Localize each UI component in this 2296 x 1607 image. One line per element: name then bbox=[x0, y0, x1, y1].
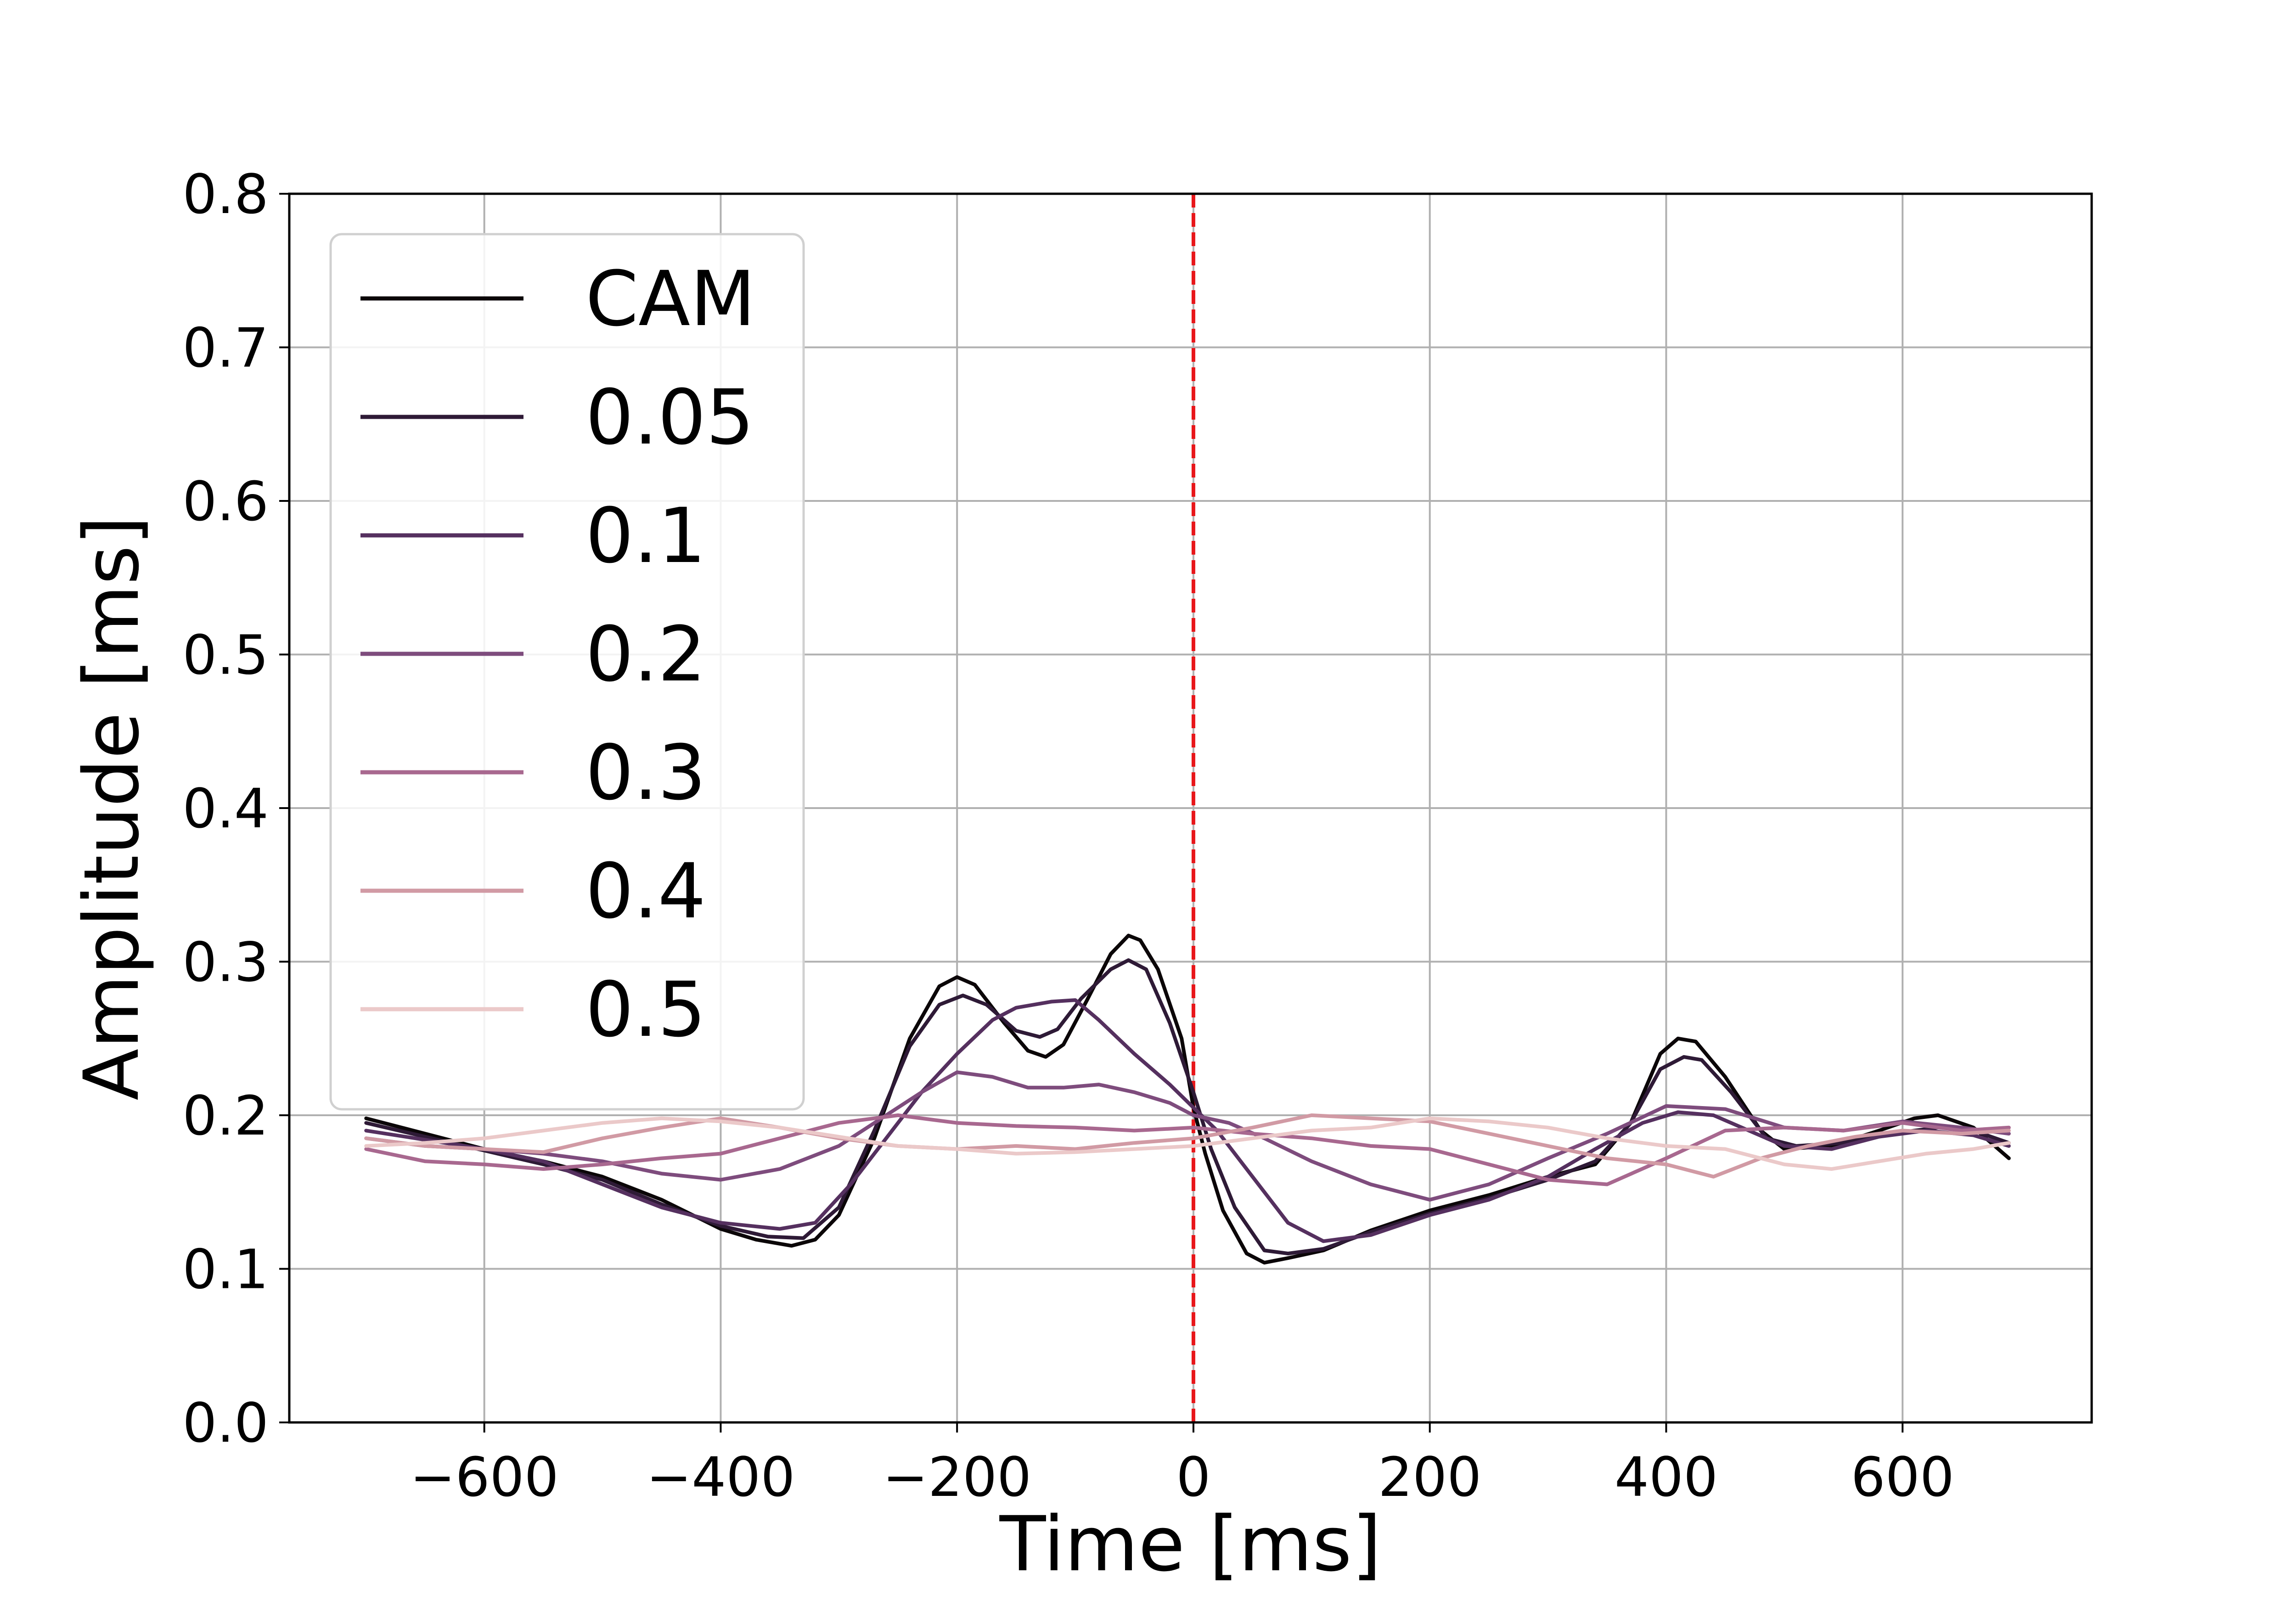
series-line bbox=[364, 998, 2011, 1243]
legend-label: 0.1 bbox=[585, 492, 706, 580]
legend-label: 0.2 bbox=[585, 610, 706, 698]
series-lines bbox=[364, 933, 2011, 1265]
y-tick-label: 0.0 bbox=[182, 1391, 269, 1455]
y-tick-label: 0.7 bbox=[182, 316, 269, 380]
x-tick-label: 600 bbox=[1851, 1445, 1954, 1509]
y-tick-label: 0.2 bbox=[182, 1084, 269, 1147]
legend-label: 0.4 bbox=[585, 847, 706, 935]
series-line bbox=[364, 1116, 2011, 1171]
y-tick-label: 0.6 bbox=[182, 470, 269, 533]
series-line bbox=[364, 1113, 2011, 1186]
legend-label: 0.05 bbox=[585, 373, 754, 461]
y-tick-label: 0.3 bbox=[182, 931, 269, 994]
legend-label: 0.3 bbox=[585, 729, 706, 817]
y-tick-label: 0.5 bbox=[182, 624, 269, 687]
x-tick-label: 0 bbox=[1176, 1445, 1210, 1509]
legend: CAM 0.05 0.1 0.2 0.3 0.4 0.5 bbox=[329, 233, 805, 1111]
y-tick-label: 0.1 bbox=[182, 1238, 269, 1301]
x-tick-label: −400 bbox=[646, 1445, 795, 1509]
legend-box bbox=[329, 233, 805, 1111]
x-tick-label: 400 bbox=[1615, 1445, 1718, 1509]
series-line bbox=[364, 1070, 2011, 1202]
x-axis-title: Time [ms] bbox=[999, 1500, 1382, 1588]
x-axis-ticks: −600 −400 −200 0 200 400 600 bbox=[410, 1422, 1954, 1509]
y-axis-title: Amplitude [ms] bbox=[68, 516, 156, 1100]
legend-label: 0.5 bbox=[585, 966, 706, 1054]
x-tick-label: −200 bbox=[883, 1445, 1031, 1509]
series-line bbox=[364, 1113, 2011, 1179]
y-tick-label: 0.4 bbox=[182, 777, 269, 840]
series-line bbox=[364, 958, 2011, 1256]
x-tick-label: −600 bbox=[410, 1445, 559, 1509]
series-line bbox=[364, 933, 2011, 1265]
y-axis-ticks: 0.0 0.1 0.2 0.3 0.4 0.5 0.6 0.7 0.8 bbox=[182, 163, 289, 1455]
x-tick-label: 200 bbox=[1378, 1445, 1481, 1509]
y-tick-label: 0.8 bbox=[182, 163, 269, 226]
legend-label: CAM bbox=[585, 255, 755, 343]
